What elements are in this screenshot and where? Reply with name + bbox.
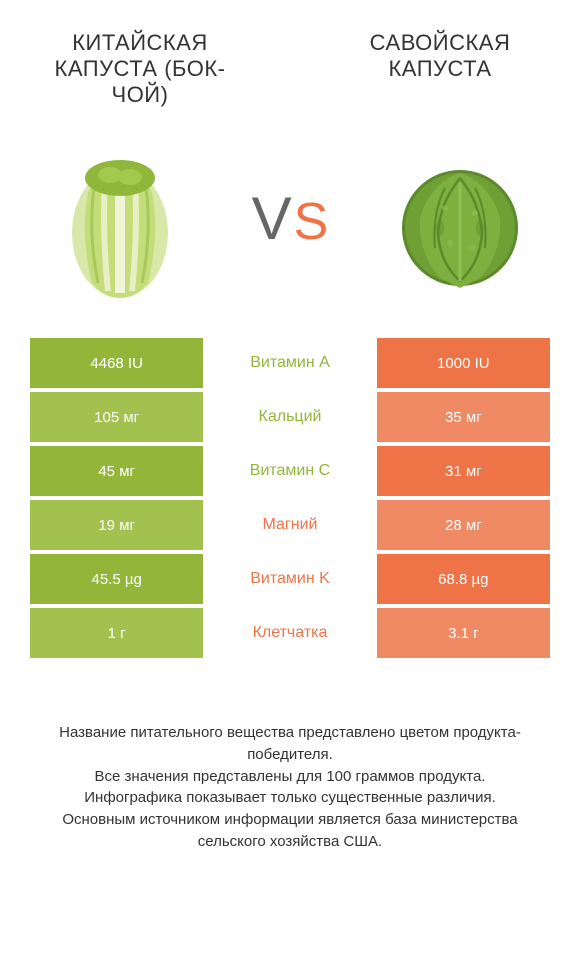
- left-title: КИТАЙСКАЯ КАПУСТА (БОК-ЧОЙ): [40, 30, 240, 108]
- images-row: VS: [0, 118, 580, 338]
- nutrient-label: Магний: [203, 500, 376, 550]
- right-vegetable-image: [390, 133, 530, 303]
- vs-s: S: [294, 192, 329, 252]
- nutrient-label: Клетчатка: [203, 608, 376, 658]
- table-row: 45 мгВитамин C31 мг: [30, 446, 550, 496]
- comparison-table: 4468 IUВитамин A1000 IU105 мгКальций35 м…: [0, 338, 580, 658]
- header: КИТАЙСКАЯ КАПУСТА (БОК-ЧОЙ) САВОЙСКАЯ КА…: [0, 0, 580, 118]
- value-left: 105 мг: [30, 392, 203, 442]
- value-left: 1 г: [30, 608, 203, 658]
- table-row: 45.5 µgВитамин K68.8 µg: [30, 554, 550, 604]
- vs-label: VS: [252, 184, 329, 253]
- value-left: 19 мг: [30, 500, 203, 550]
- vs-v: V: [252, 184, 292, 253]
- value-left: 4468 IU: [30, 338, 203, 388]
- value-right: 35 мг: [377, 392, 550, 442]
- value-left: 45.5 µg: [30, 554, 203, 604]
- table-row: 4468 IUВитамин A1000 IU: [30, 338, 550, 388]
- nutrient-label: Витамин C: [203, 446, 376, 496]
- value-right: 31 мг: [377, 446, 550, 496]
- table-row: 105 мгКальций35 мг: [30, 392, 550, 442]
- value-right: 28 мг: [377, 500, 550, 550]
- value-left: 45 мг: [30, 446, 203, 496]
- footer-text: Название питательного вещества представл…: [0, 662, 580, 853]
- nutrient-label: Витамин A: [203, 338, 376, 388]
- footer-line: Все значения представлены для 100 граммо…: [30, 766, 550, 788]
- left-vegetable-image: [50, 133, 190, 303]
- value-right: 1000 IU: [377, 338, 550, 388]
- table-row: 1 гКлетчатка3.1 г: [30, 608, 550, 658]
- right-title: САВОЙСКАЯ КАПУСТА: [340, 30, 540, 82]
- table-row: 19 мгМагний28 мг: [30, 500, 550, 550]
- footer-line: Основным источником информации является …: [30, 809, 550, 853]
- footer-line: Инфографика показывает только существенн…: [30, 787, 550, 809]
- value-right: 68.8 µg: [377, 554, 550, 604]
- nutrient-label: Кальций: [203, 392, 376, 442]
- value-right: 3.1 г: [377, 608, 550, 658]
- footer-line: Название питательного вещества представл…: [30, 722, 550, 766]
- nutrient-label: Витамин K: [203, 554, 376, 604]
